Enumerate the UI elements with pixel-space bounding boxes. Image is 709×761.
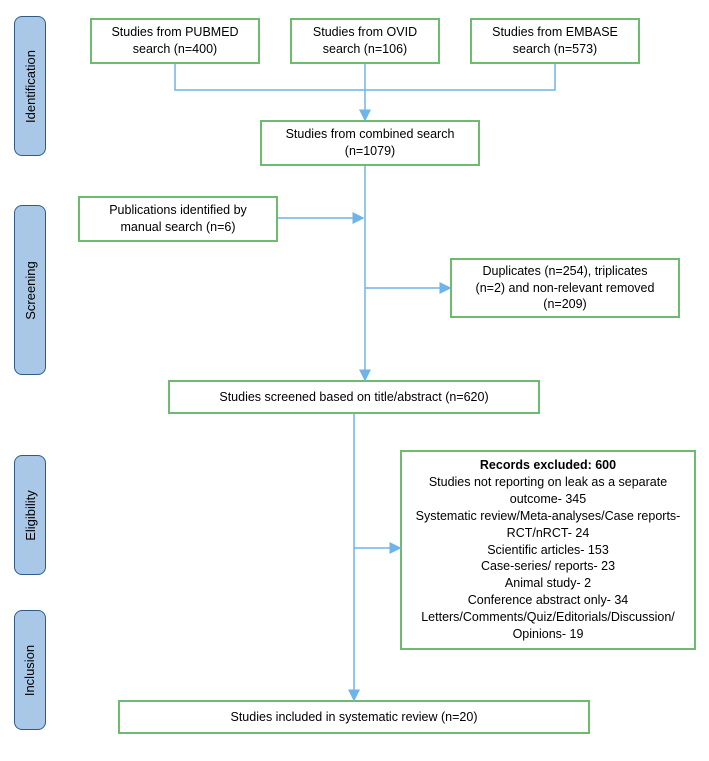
text: Studies from combined search bbox=[286, 126, 455, 143]
box-embase: Studies from EMBASE search (n=573) bbox=[470, 18, 640, 64]
text: Systematic review/Meta-analyses/Case rep… bbox=[416, 508, 681, 525]
text: Studies included in systematic review (n… bbox=[231, 709, 478, 726]
stage-label-text: Inclusion bbox=[23, 644, 38, 695]
text: RCT/nRCT- 24 bbox=[507, 525, 590, 542]
box-combined: Studies from combined search (n=1079) bbox=[260, 120, 480, 166]
box-pubmed: Studies from PUBMED search (n=400) bbox=[90, 18, 260, 64]
text: search (n=573) bbox=[513, 41, 597, 58]
stage-eligibility: Eligibility bbox=[14, 455, 46, 575]
text: Scientific articles- 153 bbox=[487, 542, 609, 559]
box-manual: Publications identified by manual search… bbox=[78, 196, 278, 242]
box-ovid: Studies from OVID search (n=106) bbox=[290, 18, 440, 64]
box-screened: Studies screened based on title/abstract… bbox=[168, 380, 540, 414]
text: Studies from PUBMED bbox=[111, 24, 238, 41]
text: (n=209) bbox=[543, 296, 586, 313]
text: Studies not reporting on leak as a separ… bbox=[429, 474, 667, 491]
stage-identification: Identification bbox=[14, 16, 46, 156]
box-included: Studies included in systematic review (n… bbox=[118, 700, 590, 734]
text: search (n=106) bbox=[323, 41, 407, 58]
text: manual search (n=6) bbox=[121, 219, 236, 236]
stage-label-text: Identification bbox=[23, 50, 38, 123]
text: Studies from OVID bbox=[313, 24, 417, 41]
text: Publications identified by bbox=[109, 202, 247, 219]
text: Conference abstract only- 34 bbox=[468, 592, 629, 609]
box-dups: Duplicates (n=254), triplicates (n=2) an… bbox=[450, 258, 680, 318]
text: Case-series/ reports- 23 bbox=[481, 558, 615, 575]
excluded-title: Records excluded: 600 bbox=[480, 457, 616, 474]
text: (n=2) and non-relevant removed bbox=[476, 280, 655, 297]
text: Letters/Comments/Quiz/Editorials/Discuss… bbox=[421, 609, 675, 626]
text: Opinions- 19 bbox=[513, 626, 584, 643]
text: Duplicates (n=254), triplicates bbox=[482, 263, 647, 280]
stage-inclusion: Inclusion bbox=[14, 610, 46, 730]
text: Studies from EMBASE bbox=[492, 24, 618, 41]
stage-label-text: Screening bbox=[23, 261, 38, 320]
text: (n=1079) bbox=[345, 143, 395, 160]
stage-screening: Screening bbox=[14, 205, 46, 375]
text: search (n=400) bbox=[133, 41, 217, 58]
text: Animal study- 2 bbox=[505, 575, 591, 592]
text: Studies screened based on title/abstract… bbox=[219, 389, 488, 406]
text: outcome- 345 bbox=[510, 491, 586, 508]
stage-label-text: Eligibility bbox=[23, 490, 38, 541]
box-excluded: Records excluded: 600 Studies not report… bbox=[400, 450, 696, 650]
